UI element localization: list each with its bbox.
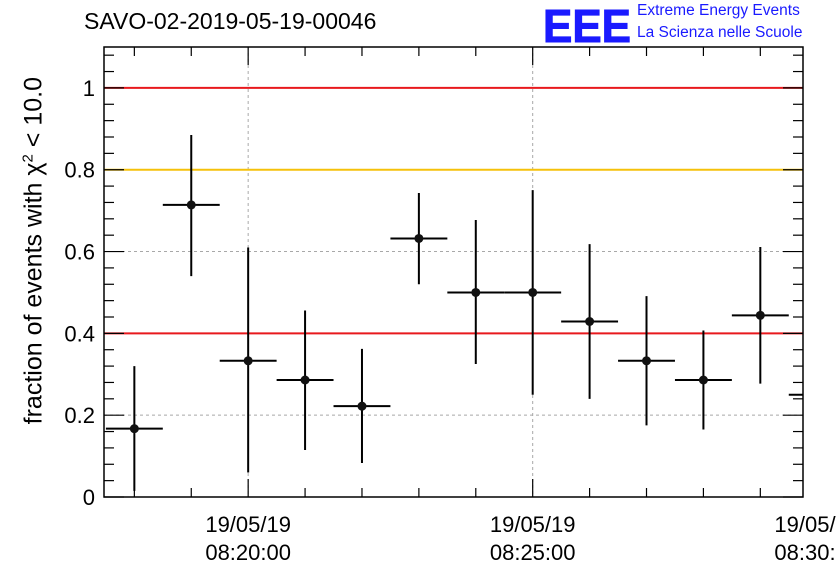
data-point xyxy=(504,190,562,395)
data-marker xyxy=(698,375,708,385)
data-marker xyxy=(642,356,652,366)
data-marker xyxy=(186,200,196,210)
chart-title: SAVO-02-2019-05-19-00046 xyxy=(84,8,377,34)
data-marker xyxy=(414,233,424,243)
eee-logo-icon: EEE xyxy=(543,2,632,46)
data-marker xyxy=(813,390,822,399)
logo-line-1: Extreme Energy Events xyxy=(637,2,800,19)
y-tick-label: 0.6 xyxy=(64,240,95,265)
data-point xyxy=(788,390,822,399)
data-marker xyxy=(129,424,139,434)
y-tick-label: 0.8 xyxy=(64,158,95,183)
x-tick-label-date: 19/05/19 xyxy=(205,512,291,537)
data-marker xyxy=(243,356,253,366)
y-tick-label: 1 xyxy=(83,76,95,101)
data-point xyxy=(561,244,619,399)
x-tick-label-time: 08:30:00 xyxy=(774,540,836,565)
data-point xyxy=(674,330,732,430)
data-point xyxy=(390,193,448,285)
y-tick-label: 0.4 xyxy=(64,321,95,346)
data-marker xyxy=(755,310,765,320)
data-marker xyxy=(357,401,367,411)
x-tick-label-date: 19/05/19 xyxy=(490,512,576,537)
logo-mark: EEE xyxy=(543,2,631,46)
logo-line-2: La Scienza nelle Scuole xyxy=(637,24,803,41)
x-tick-label-date: 19/05/19 xyxy=(774,512,836,537)
data-marker xyxy=(300,375,310,385)
data-point xyxy=(333,348,391,464)
data-point xyxy=(618,296,675,426)
data-marker xyxy=(528,287,538,297)
data-point xyxy=(162,134,220,277)
data-point xyxy=(105,366,163,491)
x-tick-label-time: 08:25:00 xyxy=(490,540,576,565)
data-series xyxy=(105,134,822,491)
x-tick-label-time: 08:20:00 xyxy=(205,540,291,565)
y-tick-label: 0.2 xyxy=(64,403,95,428)
data-point xyxy=(219,247,277,473)
data-point xyxy=(731,247,789,384)
plot-frame xyxy=(103,46,804,498)
data-point xyxy=(276,310,334,450)
data-marker xyxy=(585,317,595,326)
data-point xyxy=(447,220,505,365)
data-marker xyxy=(471,287,481,297)
y-tick-label: 0 xyxy=(83,485,95,510)
